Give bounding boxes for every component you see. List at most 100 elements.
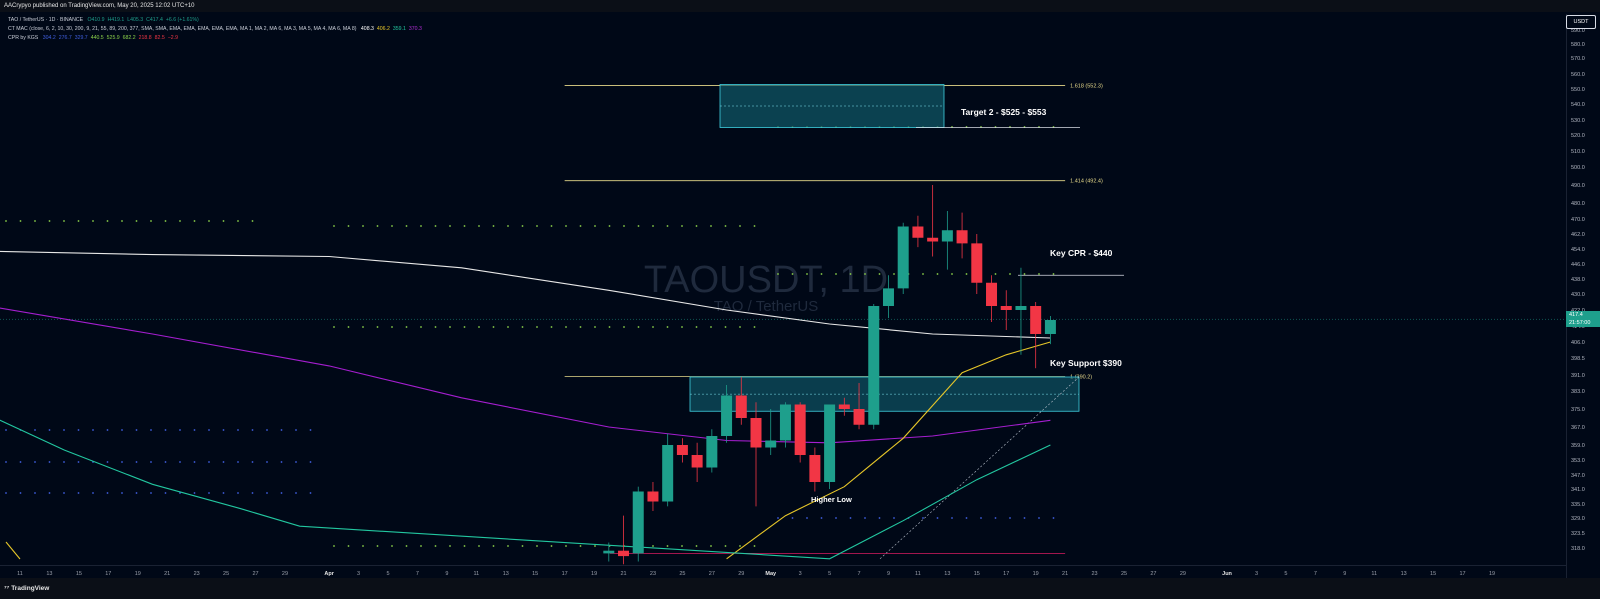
cpr-legend-row[interactable]: CPR by KGS 304.2 276.7 329.7 440.5 525.9 682.… [8,34,422,43]
cpr-dot [994,517,997,519]
cpr-dot [681,225,683,227]
indicator-value: 329.7 [74,35,88,41]
price-tick-label: 406.0 [1571,340,1585,346]
price-tick-label: 353.0 [1571,458,1585,464]
price-tick-label: 341.0 [1571,487,1585,493]
cpr-dot [550,225,553,227]
time-tick-label: 23 [1091,571,1097,577]
candle-body [868,306,880,425]
cpr-dot [521,225,524,227]
cpr-dot [1052,273,1055,275]
support-zone-box [689,376,1080,412]
cpr-dot [164,461,167,463]
candle-body [647,491,659,502]
price-chart[interactable]: TAOUSDT, 1D TAO / TetherUS 1.618 (552.3)… [0,14,1566,578]
cpr-dot [579,545,582,547]
cpr-dot [376,326,379,328]
cpr-dot [179,429,181,431]
price-tick-label: 375.0 [1571,407,1585,413]
price-tick-label: 540.0 [1571,102,1585,108]
cpr-dot [121,220,123,222]
cpr-dot [92,492,94,494]
cpr-dot [77,461,80,463]
cpr-dot [449,545,451,547]
time-tick-label: 3 [1255,571,1258,577]
cpr-dot [164,220,167,222]
cpr-dot [623,225,625,227]
candle-body [662,445,674,502]
cpr-dot [1009,273,1011,275]
cpr-dot [463,225,466,227]
symbol-legend-row[interactable]: TAO / TetherUS · 1D · BINANCE O410.9 H419… [8,16,422,25]
ohlc-values: O410.9 H419.1 L405.3 C417.4 +6.6 (+1.61%) [85,17,199,23]
time-tick-label: 19 [135,571,141,577]
cpr-dot [63,461,65,463]
cpr-dot [739,225,741,227]
cpr-dot [1038,273,1040,275]
cpr-dot [652,326,654,328]
price-tick-label: 438.0 [1571,277,1585,283]
cpr-dot [222,461,225,463]
cpr-dot [420,225,422,227]
cpr-dot [34,461,36,463]
time-tick-label: 19 [1489,571,1495,577]
target-2-label: Target 2 - $525 - $553 [961,107,1047,117]
cpr-values: 304.2 276.7 329.7 440.5 525.9 682.2 218.8 82.5−… [40,35,178,41]
time-tick-label: 27 [252,571,258,577]
time-tick-label: 27 [1150,571,1156,577]
cpr-dot [48,492,51,494]
fib-level-label: 1 (390.2) [1070,375,1092,381]
cpr-dot [492,545,495,547]
cpr-dot [391,326,393,328]
watermark-title: TAOUSDT, 1D [644,259,888,301]
ohlc-value: L405.3 [127,17,144,23]
cpr-dot [478,545,480,547]
indicator-value: 304.2 [42,35,56,41]
price-tick-label: 520.0 [1571,133,1585,139]
mac-legend-row[interactable]: CT MAC (close, 6, 2, 10, 30, 200, 9, 21,… [8,25,422,34]
cpr-dot [347,545,350,547]
published-header: AACrypyo published on TradingView.com, M… [0,0,1600,12]
candle-body [706,436,718,468]
cpr-dot [251,461,254,463]
time-tick-label: 23 [650,571,656,577]
ohlc-value: O410.9 [87,17,105,23]
currency-button[interactable]: USDT [1566,15,1596,29]
price-tick-label: 500.0 [1571,165,1585,171]
cpr-dot [19,461,22,463]
price-axis[interactable]: 318.0 323.5 329.0 335.0 341.0 347.0 353.0 359.0… [1566,14,1600,578]
cpr-dot [951,517,953,519]
time-tick-label: 7 [1314,571,1317,577]
cpr-dot [594,225,596,227]
candle-body [809,455,821,482]
time-tick-label: 11 [473,571,479,577]
candle-body [765,440,777,448]
cpr-dot [135,461,138,463]
candle-body [1044,320,1056,334]
cpr-dot [710,225,712,227]
indicator-legend: TAO / TetherUS · 1D · BINANCE O410.9 H419… [8,16,422,43]
time-tick-label: 13 [503,571,509,577]
cpr-dot [295,461,297,463]
indicator-value: 218.8 [138,35,152,41]
indicator-value: 276.7 [58,35,72,41]
cpr-dot [724,225,727,227]
trend-line [879,376,1080,560]
time-tick-label: 15 [974,571,980,577]
cpr-dot [666,225,669,227]
cpr-dot [179,220,181,222]
time-tick-label: 27 [709,571,715,577]
time-axis[interactable]: 11 13 15 17 19 21 23 25 27 29 Apr 3 5 7 9 11 13 15 17 19 21 2… [0,565,1566,579]
cpr-dot [521,326,524,328]
cpr-dot [237,220,239,222]
ohlc-value: C417.4 [146,17,163,23]
moving-average-line [0,419,1051,560]
cpr-dot [362,326,364,328]
cpr-dot [1052,517,1055,519]
cpr-dot [753,326,756,328]
price-tick-label: 480.0 [1571,201,1585,207]
moving-averages-layer [0,250,1051,560]
cpr-dot [237,429,239,431]
price-tick-label: 580.0 [1571,42,1585,48]
countdown: 21:57:00 [1569,320,1591,327]
